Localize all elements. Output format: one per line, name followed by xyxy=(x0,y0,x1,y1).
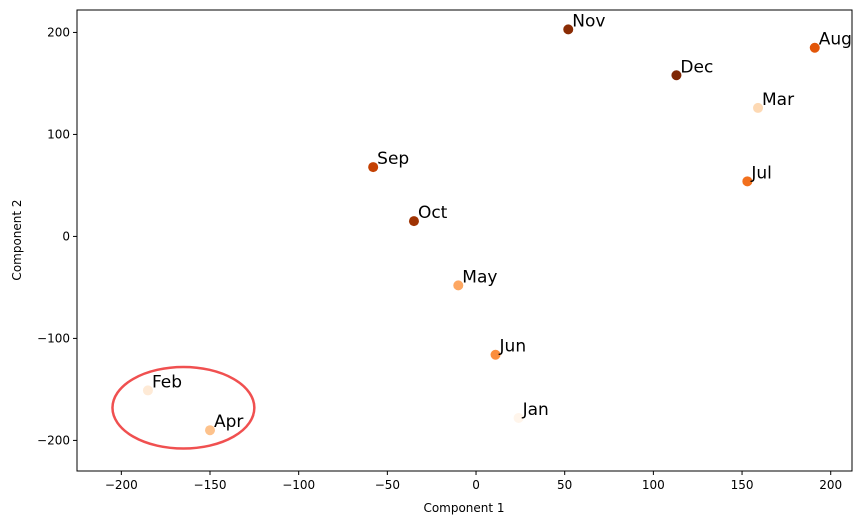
data-point-jul xyxy=(742,176,753,187)
data-point-oct xyxy=(408,216,419,227)
data-point-feb xyxy=(142,385,153,396)
y-axis-label: Component 2 xyxy=(10,199,24,280)
point-labels: Jan Feb Mar Apr May Jun Jul Aug Sep Oct Nov Dec xyxy=(152,11,852,432)
y-axis-ticks: −200 −100 0 100 200 xyxy=(37,25,77,447)
x-axis-ticks: −200 −150 −100 −50 0 50 100 150 200 xyxy=(105,471,842,492)
annotation-layer xyxy=(111,365,256,450)
y-tick-label: 100 xyxy=(47,127,70,141)
y-tick-label: 0 xyxy=(62,229,70,243)
data-point-mar xyxy=(753,102,764,113)
data-points xyxy=(142,24,820,436)
data-point-aug xyxy=(809,42,820,53)
point-label-jul: Jul xyxy=(750,163,772,183)
point-label-mar: Mar xyxy=(762,90,794,110)
data-point-apr xyxy=(205,425,216,436)
point-label-apr: Apr xyxy=(214,412,243,432)
point-label-feb: Feb xyxy=(152,372,182,392)
highlight-ellipse xyxy=(111,365,256,450)
point-label-jun: Jun xyxy=(499,337,527,357)
point-label-oct: Oct xyxy=(418,203,448,223)
y-tick-label: −100 xyxy=(37,331,70,345)
x-tick-label: 150 xyxy=(731,478,754,492)
data-point-sep xyxy=(368,162,379,173)
x-tick-label: 0 xyxy=(472,478,480,492)
x-tick-label: −150 xyxy=(194,478,227,492)
x-tick-label: −50 xyxy=(375,478,400,492)
data-point-jan xyxy=(513,412,524,423)
data-point-may xyxy=(453,280,464,291)
y-tick-label: 200 xyxy=(47,25,70,39)
x-tick-label: −100 xyxy=(282,478,315,492)
x-tick-label: 100 xyxy=(642,478,665,492)
x-tick-label: 50 xyxy=(557,478,572,492)
data-point-jun xyxy=(490,349,501,360)
point-label-may: May xyxy=(462,267,497,287)
y-tick-label: −200 xyxy=(37,433,70,447)
point-label-aug: Aug xyxy=(819,30,852,50)
point-label-jan: Jan xyxy=(522,400,549,420)
plot-area xyxy=(76,9,853,472)
data-point-nov xyxy=(563,24,574,35)
point-label-sep: Sep xyxy=(377,149,409,169)
point-label-nov: Nov xyxy=(572,11,605,31)
x-tick-label: 200 xyxy=(819,478,842,492)
point-label-dec: Dec xyxy=(680,57,713,77)
data-point-dec xyxy=(671,70,682,81)
x-tick-label: −200 xyxy=(105,478,138,492)
x-axis-label: Component 1 xyxy=(423,501,504,515)
